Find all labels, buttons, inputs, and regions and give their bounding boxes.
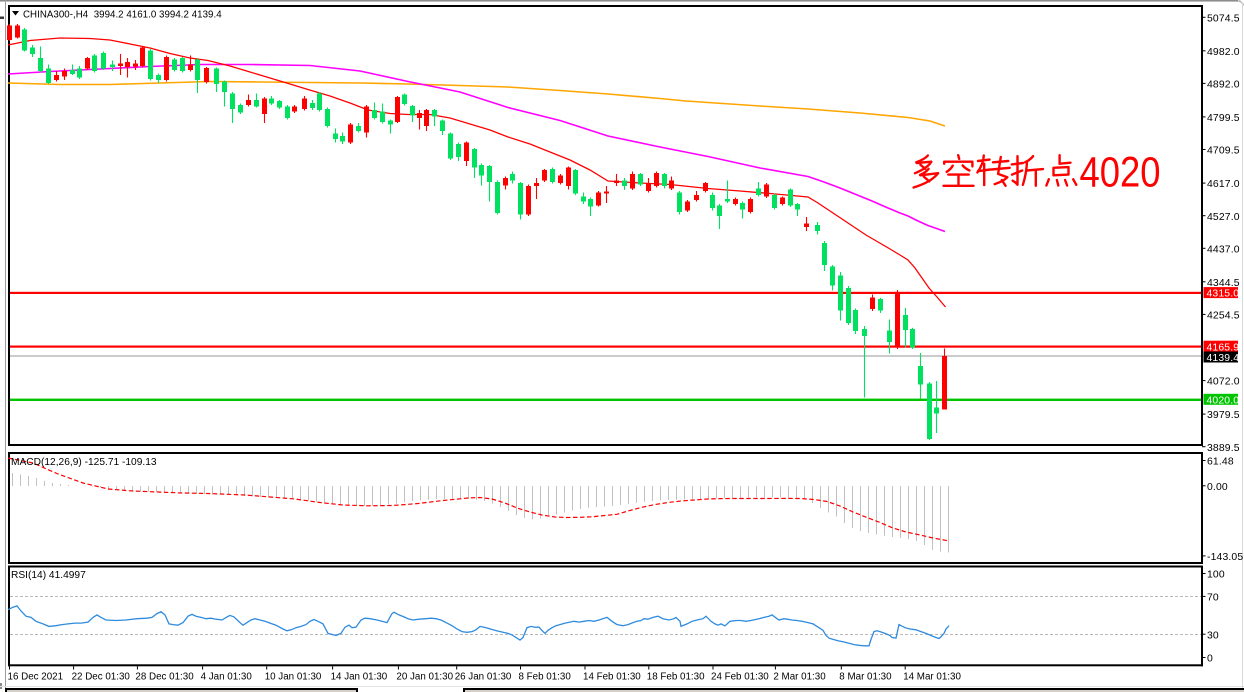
svg-text:4982.0: 4982.0	[1207, 47, 1240, 58]
svg-text:-143.05: -143.05	[1207, 552, 1243, 563]
svg-text:RSI(14) 41.4997: RSI(14) 41.4997	[11, 570, 86, 581]
svg-text:28 Dec 01:30: 28 Dec 01:30	[135, 672, 194, 683]
svg-text:4020.0: 4020.0	[1207, 395, 1240, 406]
svg-text:4139.4: 4139.4	[1207, 353, 1240, 364]
svg-text:26 Jan 01:30: 26 Jan 01:30	[455, 672, 512, 683]
svg-text:8 Mar 01:30: 8 Mar 01:30	[839, 672, 892, 683]
svg-text:70: 70	[1207, 593, 1219, 604]
svg-text:4254.5: 4254.5	[1207, 311, 1240, 322]
svg-text:100: 100	[1207, 570, 1225, 581]
svg-text:4 Jan 01:30: 4 Jan 01:30	[201, 672, 253, 683]
svg-text:30: 30	[1207, 630, 1219, 641]
svg-text:4437.0: 4437.0	[1207, 244, 1240, 255]
svg-text:0.00: 0.00	[1207, 482, 1228, 493]
svg-text:18 Feb 01:30: 18 Feb 01:30	[647, 672, 705, 683]
svg-text:2 Mar 01:30: 2 Mar 01:30	[773, 672, 826, 683]
svg-text:4165.9: 4165.9	[1207, 342, 1240, 353]
svg-text:3979.5: 3979.5	[1207, 410, 1240, 421]
svg-text:4315.0: 4315.0	[1207, 289, 1240, 300]
svg-text:MACD(12,26,9) -125.71 -109.13: MACD(12,26,9) -125.71 -109.13	[11, 457, 157, 468]
svg-text:4527.0: 4527.0	[1207, 212, 1240, 223]
svg-text:4617.0: 4617.0	[1207, 179, 1240, 190]
svg-text:8 Feb 01:30: 8 Feb 01:30	[519, 672, 572, 683]
svg-text:4799.5: 4799.5	[1207, 113, 1240, 124]
svg-text:24 Feb 01:30: 24 Feb 01:30	[711, 672, 769, 683]
svg-text:5074.5: 5074.5	[1207, 13, 1240, 24]
svg-text:3889.5: 3889.5	[1207, 443, 1240, 454]
svg-text:4072.0: 4072.0	[1207, 377, 1240, 388]
svg-text:4709.5: 4709.5	[1207, 146, 1240, 157]
svg-text:0: 0	[1207, 654, 1213, 665]
svg-text:4020: 4020	[1080, 149, 1161, 196]
svg-text:20 Jan 01:30: 20 Jan 01:30	[396, 672, 453, 683]
svg-text:14 Feb 01:30: 14 Feb 01:30	[583, 672, 641, 683]
svg-text:16 Dec 2021: 16 Dec 2021	[8, 672, 64, 683]
svg-text:4892.0: 4892.0	[1207, 80, 1240, 91]
svg-text:61.48: 61.48	[1207, 457, 1234, 468]
svg-text:14 Mar 01:30: 14 Mar 01:30	[903, 672, 961, 683]
svg-text:22 Dec 01:30: 22 Dec 01:30	[72, 672, 131, 683]
svg-text:14 Jan 01:30: 14 Jan 01:30	[331, 672, 388, 683]
svg-text:4344.5: 4344.5	[1207, 278, 1240, 289]
svg-text:10 Jan 01:30: 10 Jan 01:30	[265, 672, 322, 683]
svg-text:CHINA300-,H4 3994.2 4161.0 39: CHINA300-,H4 3994.2 4161.0 3994.2 4139.4	[23, 9, 222, 20]
